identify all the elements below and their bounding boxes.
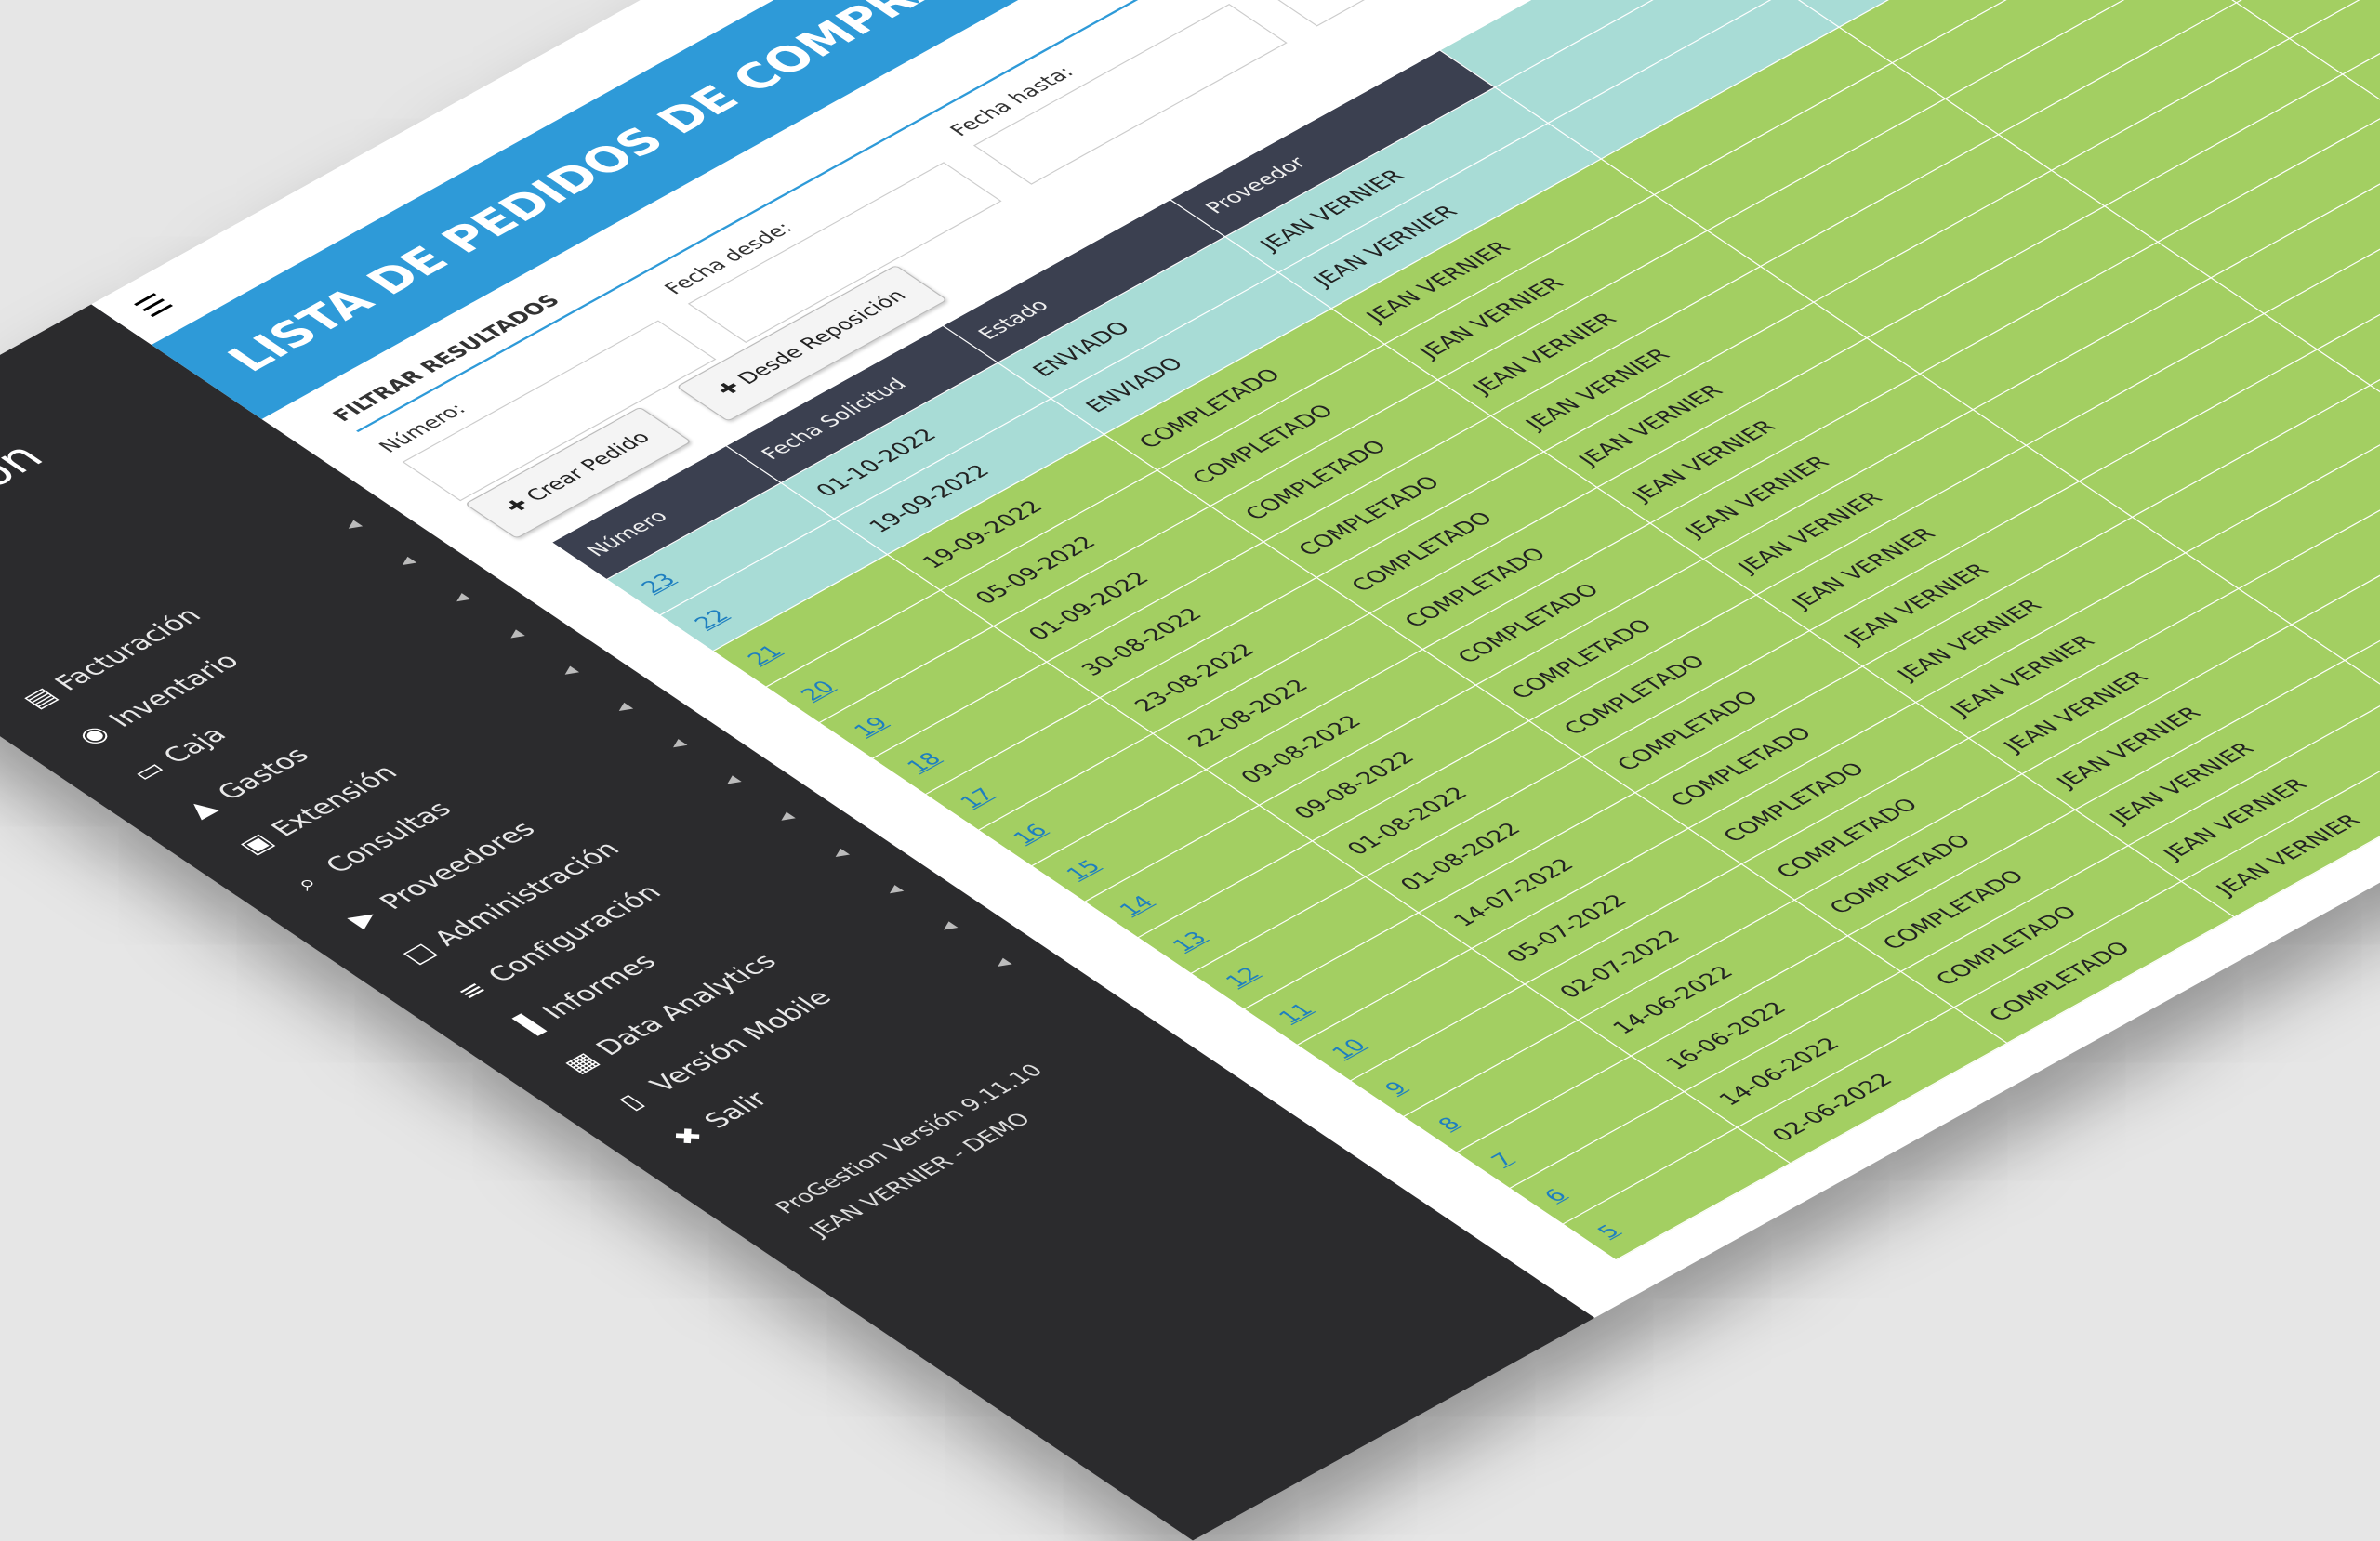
menu-arrow: ◀ <box>502 626 527 642</box>
menu-arrow: ◀ <box>719 772 744 788</box>
menu-arrow: ◀ <box>611 700 635 716</box>
menu-arrow: ◀ <box>557 664 581 679</box>
menu-arrow: ◀ <box>827 846 852 862</box>
filter-field: Fecha hasta: <box>945 0 1288 185</box>
brand: ProGestion <box>0 435 57 594</box>
menu-arrow: ◀ <box>340 518 364 533</box>
menu-arrow: ◀ <box>935 918 960 934</box>
menu-arrow: ◀ <box>448 590 473 606</box>
menu-arrow: ◀ <box>881 882 906 898</box>
menu-arrow: ◀ <box>665 736 690 752</box>
menu-arrow: ◀ <box>989 955 1014 971</box>
menu-arrow: ◀ <box>773 810 798 825</box>
menu-arrow: ◀ <box>394 554 419 570</box>
